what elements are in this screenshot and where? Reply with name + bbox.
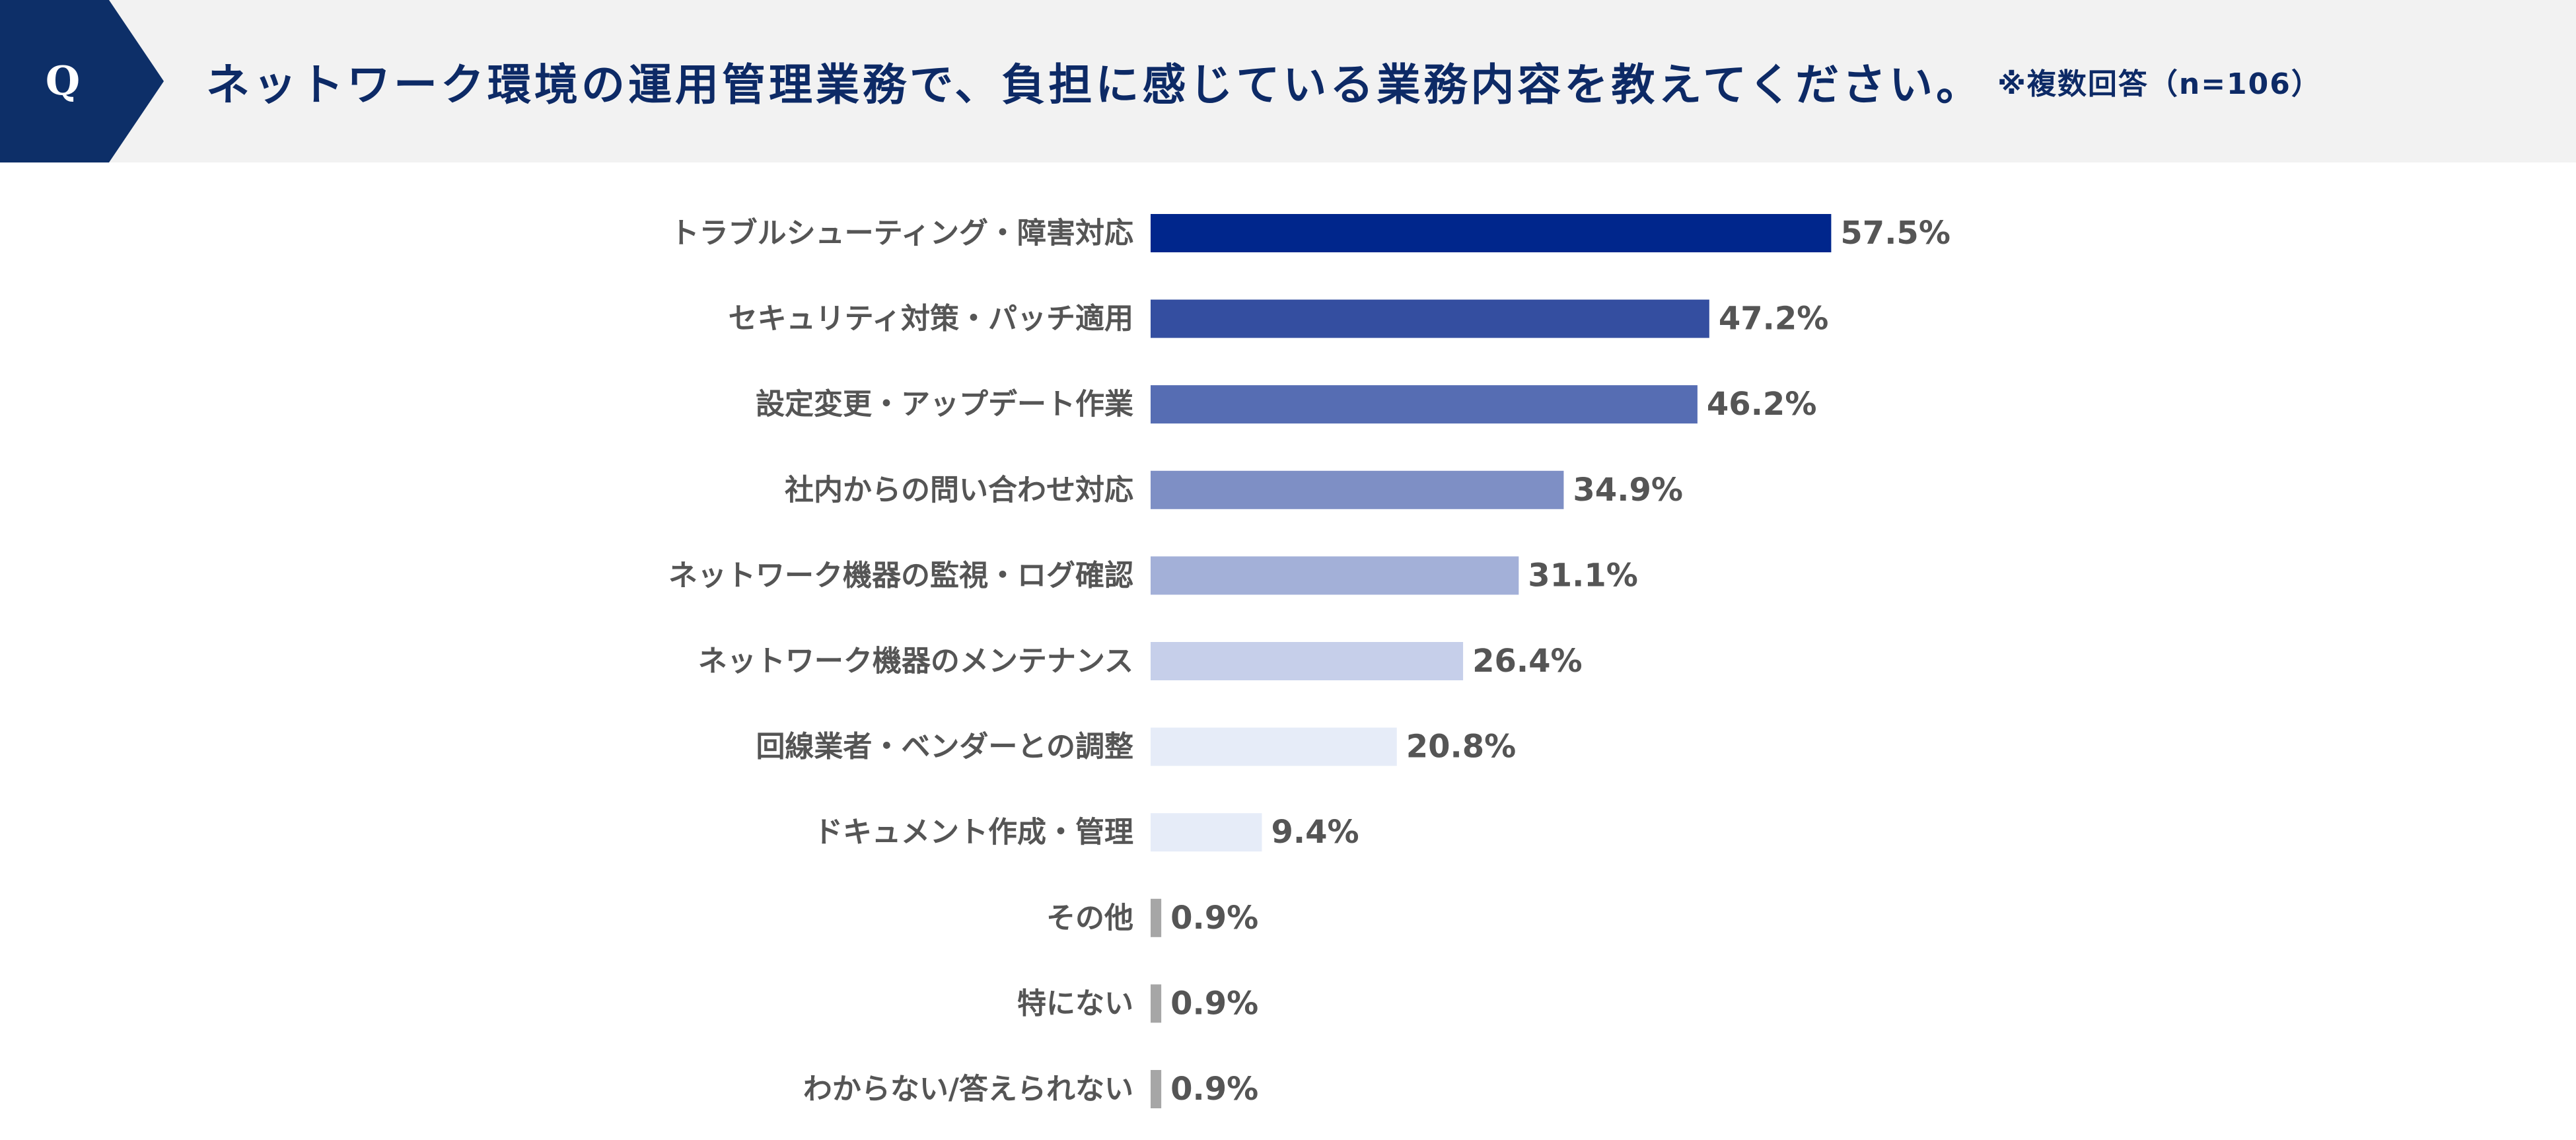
question-title: ネットワーク環境の運用管理業務で、負担に感じている業務内容を教えてください。 ※… <box>206 0 2322 162</box>
bar <box>1151 385 1698 424</box>
bar <box>1151 984 1162 1023</box>
bar <box>1151 1070 1162 1108</box>
question-text: ネットワーク環境の運用管理業務で、負担に感じている業務内容を教えてください。 <box>206 59 1984 110</box>
category-label: トラブルシューティング・障害対応 <box>670 217 1133 250</box>
value-label: 9.4% <box>1271 814 1359 851</box>
question-note: ※複数回答（n=106） <box>1997 67 2322 101</box>
value-label: 31.1% <box>1528 557 1638 594</box>
bar <box>1151 299 1709 338</box>
badge-shape <box>0 0 164 162</box>
category-label: ネットワーク機器の監視・ログ確認 <box>668 559 1133 592</box>
bar <box>1151 556 1519 595</box>
value-label: 0.9% <box>1170 985 1258 1022</box>
category-label: わからない/答えられない <box>803 1073 1133 1106</box>
bar <box>1151 813 1262 852</box>
bar <box>1151 727 1397 766</box>
value-label: 57.5% <box>1840 215 1950 252</box>
value-label: 20.8% <box>1406 729 1517 766</box>
bar <box>1151 898 1162 937</box>
category-label: ネットワーク機器のメンテナンス <box>698 645 1133 678</box>
value-label: 46.2% <box>1707 386 1817 423</box>
category-label: 設定変更・アップデート作業 <box>756 388 1133 421</box>
category-label: 回線業者・ベンダーとの調整 <box>756 730 1133 764</box>
value-label: 0.9% <box>1170 900 1258 937</box>
category-label: ドキュメント作成・管理 <box>814 816 1133 849</box>
bar <box>1151 470 1564 509</box>
category-label: 特にない <box>1017 987 1133 1020</box>
category-label: 社内からの問い合わせ対応 <box>785 473 1133 507</box>
bar <box>1151 214 1832 252</box>
value-label: 0.9% <box>1170 1071 1258 1108</box>
value-label: 26.4% <box>1472 643 1583 680</box>
category-label: その他 <box>1046 901 1133 935</box>
badge-letter: Q <box>45 58 81 104</box>
bar <box>1151 642 1464 680</box>
value-label: 47.2% <box>1719 301 1829 338</box>
question-header: Q ネットワーク環境の運用管理業務で、負担に感じている業務内容を教えてください。… <box>0 0 2576 162</box>
category-label: セキュリティ対策・パッチ適用 <box>729 302 1133 336</box>
value-label: 34.9% <box>1573 472 1683 509</box>
question-badge: Q <box>0 0 164 162</box>
